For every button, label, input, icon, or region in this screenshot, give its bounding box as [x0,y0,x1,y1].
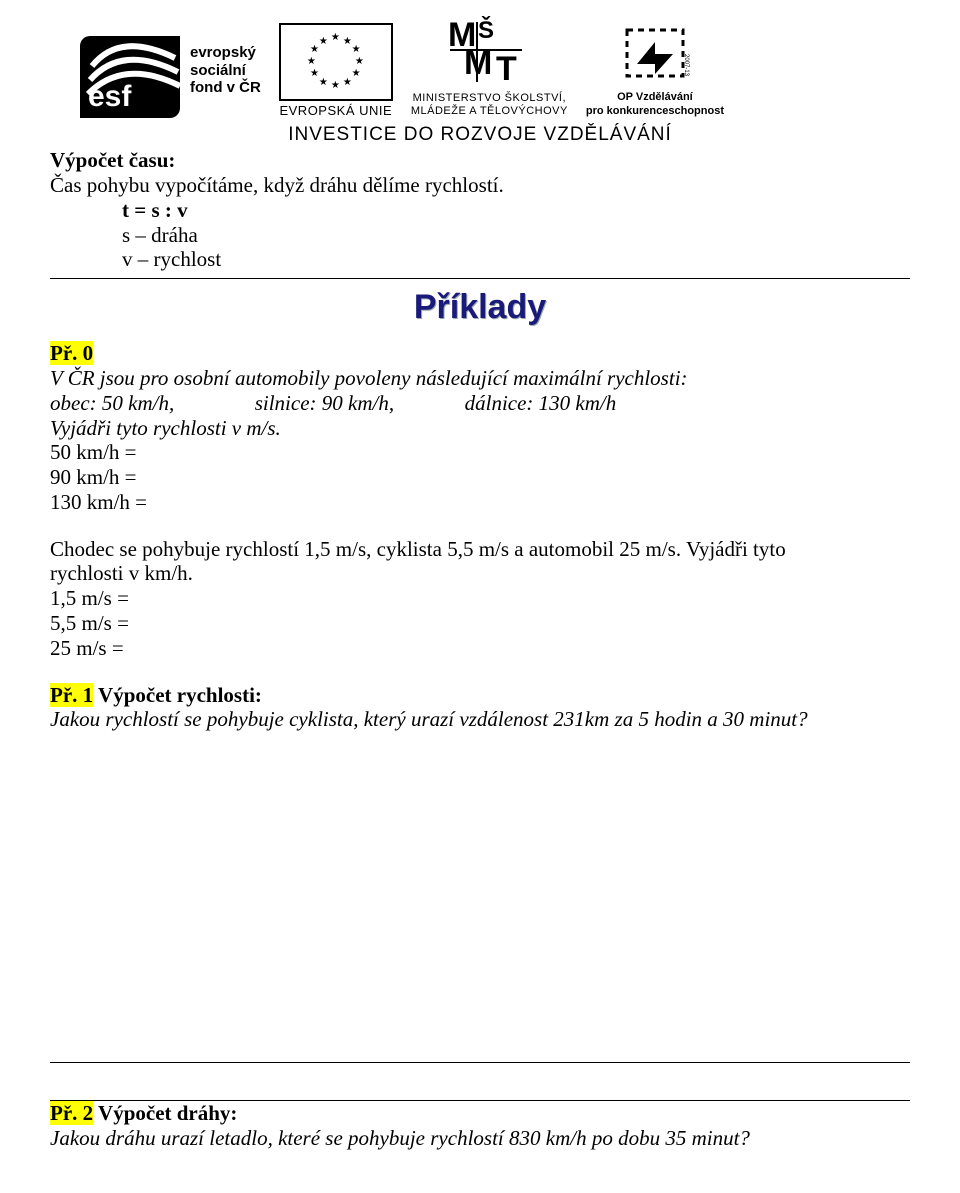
logo-row: esf evropský sociální fond v ČR ★★★★★★★★… [50,16,910,118]
esf-side-line: evropský [190,44,261,61]
ex0b-blank3: 25 m/s = [50,636,910,661]
ex0-label: Př. 0 [50,341,93,365]
horizontal-rule [50,1062,910,1063]
svg-text:T: T [496,50,517,88]
ex0-task: Vyjádři tyto rychlosti v m/s. [50,416,910,441]
eu-star-ring: ★★★★★★★★★★★★ [308,34,364,90]
op-logo-block: 2007-13 OP Vzdělávání pro konkurencescho… [586,24,724,119]
op-label: OP Vzdělávání pro konkurenceschopnost [586,91,724,119]
ex1-heading: Př. 1 Výpočet rychlosti: [50,683,910,708]
ex1-title: Výpočet rychlosti: [93,683,262,707]
svg-text:2007-13: 2007-13 [683,54,689,77]
msmt-label-line: MLÁDEŽE A TĚLOVÝCHOVY [411,105,568,118]
formula-line: t = s : v [50,198,910,223]
document-body: Výpočet času: Čas pohybu vypočítáme, kdy… [50,148,910,1150]
eu-star-icon: ★ [343,78,352,88]
msmt-logo-block: M Š M T MINISTERSTVO ŠKOLSTVÍ, MLÁDEŽE A… [411,16,568,118]
ex0-obec: obec: 50 km/h, [50,391,174,415]
eu-star-icon: ★ [331,33,340,43]
def-s: s – dráha [50,223,910,248]
ex0-silnice: silnice: 90 km/h, [255,391,394,415]
esf-badge-icon: esf [80,36,180,118]
msmt-label: MINISTERSTVO ŠKOLSTVÍ, MLÁDEŽE A TĚLOVÝC… [411,92,568,118]
ex1-text: Jakou rychlostí se pohybuje cyklista, kt… [50,707,910,732]
op-label-line: pro konkurenceschopnost [586,105,724,119]
eu-star-icon: ★ [319,78,328,88]
ex0-blank3: 130 km/h = [50,490,910,515]
ex1-label: Př. 1 [50,683,93,707]
eu-flag-icon: ★★★★★★★★★★★★ [279,23,393,101]
esf-side-line: sociální [190,62,261,79]
eu-star-icon: ★ [310,69,319,79]
eu-star-icon: ★ [310,45,319,55]
def-v: v – rychlost [50,247,910,272]
ex0-blank1: 50 km/h = [50,440,910,465]
ex0b-line1: Chodec se pohybuje rychlostí 1,5 m/s, cy… [50,537,910,562]
heading-vypocet-casu: Výpočet času: [50,148,910,173]
msmt-logo-icon: M Š M T [444,16,534,90]
ex0-label-line: Př. 0 [50,341,910,366]
ex2-label: Př. 2 [50,1101,93,1125]
esf-badge-text: esf [88,80,131,114]
svg-text:Š: Š [478,16,494,44]
horizontal-rule [50,278,910,279]
op-label-line: OP Vzdělávání [586,91,724,105]
ex0b-blank2: 5,5 m/s = [50,611,910,636]
page: esf evropský sociální fond v ČR ★★★★★★★★… [0,0,960,1193]
ex2-text: Jakou dráhu urazí letadlo, které se pohy… [50,1126,910,1151]
ex0-dalnice: dálnice: 130 km/h [465,391,617,415]
ex0-speeds: obec: 50 km/h, silnice: 90 km/h, dálnice… [50,391,910,416]
priklady-title: Příklady [50,287,910,327]
ex2-title: Výpočet dráhy: [93,1101,237,1125]
eu-logo-block: ★★★★★★★★★★★★ EVROPSKÁ UNIE [279,23,393,118]
esf-side-line: fond v ČR [190,79,261,96]
eu-star-icon: ★ [355,57,364,67]
ex0b-blank1: 1,5 m/s = [50,586,910,611]
esf-logo-block: esf evropský sociální fond v ČR [80,36,261,118]
eu-star-icon: ★ [352,69,361,79]
ex0-line1: V ČR jsou pro osobní automobily povoleny… [50,366,910,391]
eu-star-icon: ★ [307,57,316,67]
ex2-heading: Př. 2 Výpočet dráhy: [50,1101,910,1126]
line-definition: Čas pohybu vypočítáme, když dráhu dělíme… [50,173,910,198]
eu-star-icon: ★ [343,37,352,47]
ex0b-line2: rychlosti v km/h. [50,561,910,586]
eu-label: EVROPSKÁ UNIE [279,103,392,118]
invest-line: INVESTICE DO ROZVOJE VZDĚLÁVÁNÍ [50,124,910,146]
msmt-label-line: MINISTERSTVO ŠKOLSTVÍ, [411,92,568,105]
eu-star-icon: ★ [331,81,340,91]
eu-star-icon: ★ [352,45,361,55]
op-logo-icon: 2007-13 [619,24,691,88]
ex0-blank2: 90 km/h = [50,465,910,490]
esf-side-text: evropský sociální fond v ČR [190,44,261,96]
eu-star-icon: ★ [319,37,328,47]
